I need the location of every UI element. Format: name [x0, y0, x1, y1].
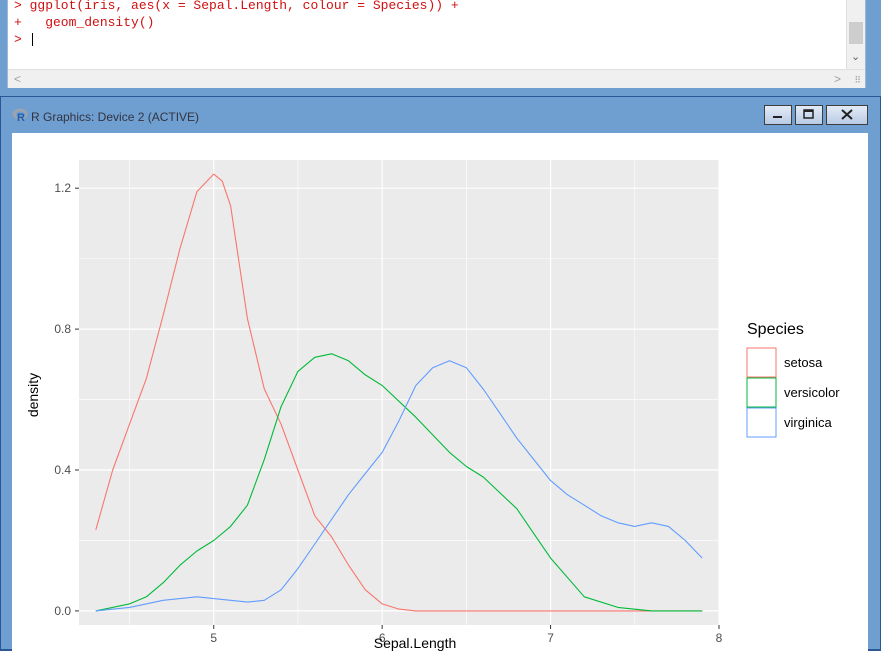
- y-tick-label: 0.4: [54, 463, 71, 477]
- density-line-virginica: [95, 360, 703, 612]
- restore-button[interactable]: [795, 105, 823, 125]
- legend-label-virginica: virginica: [784, 415, 832, 430]
- legend-label-versicolor: versicolor: [784, 385, 840, 400]
- legend-label-setosa: setosa: [784, 355, 823, 370]
- minimize-button[interactable]: [764, 105, 792, 125]
- y-tick-label: 0.8: [54, 322, 71, 336]
- legend-title: Species: [747, 321, 804, 338]
- x-tick-label: 8: [716, 631, 723, 645]
- console-line-2: + geom_density(): [14, 15, 155, 30]
- prompt-text: >: [14, 32, 30, 47]
- r-console-window: > ggplot(iris, aes(x = Sepal.Length, col…: [0, 0, 881, 96]
- legend-key-setosa: [746, 347, 777, 378]
- vertical-scrollbar[interactable]: ⌄: [846, 0, 865, 70]
- text-cursor: [31, 33, 33, 47]
- legend-key-versicolor: [746, 377, 777, 408]
- resize-grip-icon[interactable]: ⠿: [854, 75, 861, 85]
- restore-icon: [803, 109, 814, 119]
- console-prompt[interactable]: >: [14, 32, 33, 47]
- density-line-versicolor: [95, 353, 703, 612]
- legend-key-virginica: [746, 407, 777, 438]
- horizontal-scrollbar[interactable]: < > ⠿: [8, 69, 865, 88]
- y-tick-label: 0.0: [54, 604, 71, 618]
- vertical-scroll-thumb[interactable]: [849, 22, 863, 44]
- x-tick-label: 5: [210, 631, 217, 645]
- r-logo-icon: R: [12, 108, 28, 123]
- plot-panel-background: [79, 160, 719, 625]
- scroll-left-icon[interactable]: <: [14, 72, 22, 86]
- window-titlebar[interactable]: R R Graphics: Device 2 (ACTIVE): [1, 97, 880, 137]
- scroll-down-icon[interactable]: ⌄: [851, 51, 861, 63]
- plot-canvas: 5 6 7 8 0.0 0.4 0.8 1.2 density Sepal.Length Sp…: [12, 133, 868, 651]
- close-icon: [841, 109, 853, 120]
- svg-text:R: R: [17, 112, 25, 123]
- r-graphics-window: R R Graphics: Device 2 (ACTIVE) 5 6 7 8 0.0 0…: [0, 96, 881, 651]
- y-axis-label: density: [25, 373, 41, 417]
- y-tick-label: 1.2: [54, 181, 71, 195]
- console-output[interactable]: > ggplot(iris, aes(x = Sepal.Length, col…: [7, 0, 866, 88]
- window-title: R Graphics: Device 2 (ACTIVE): [31, 110, 200, 124]
- density-line-setosa: [95, 173, 703, 612]
- density-plot: 5 6 7 8 0.0 0.4 0.8 1.2 density Sepal.Length Sp…: [25, 160, 840, 651]
- scroll-right-icon[interactable]: >: [833, 72, 841, 86]
- x-axis-label: Sepal.Length: [374, 635, 457, 651]
- legend: Species setosa versicolor virginica: [746, 321, 840, 438]
- console-line-1: > ggplot(iris, aes(x = Sepal.Length, col…: [14, 0, 459, 13]
- close-button[interactable]: [826, 105, 868, 125]
- x-tick-label: 6: [379, 631, 386, 645]
- density-curves: [95, 173, 703, 612]
- minimize-icon: [773, 116, 782, 118]
- x-tick-label: 7: [547, 631, 554, 645]
- axes: 5 6 7 8 0.0 0.4 0.8 1.2: [54, 181, 722, 645]
